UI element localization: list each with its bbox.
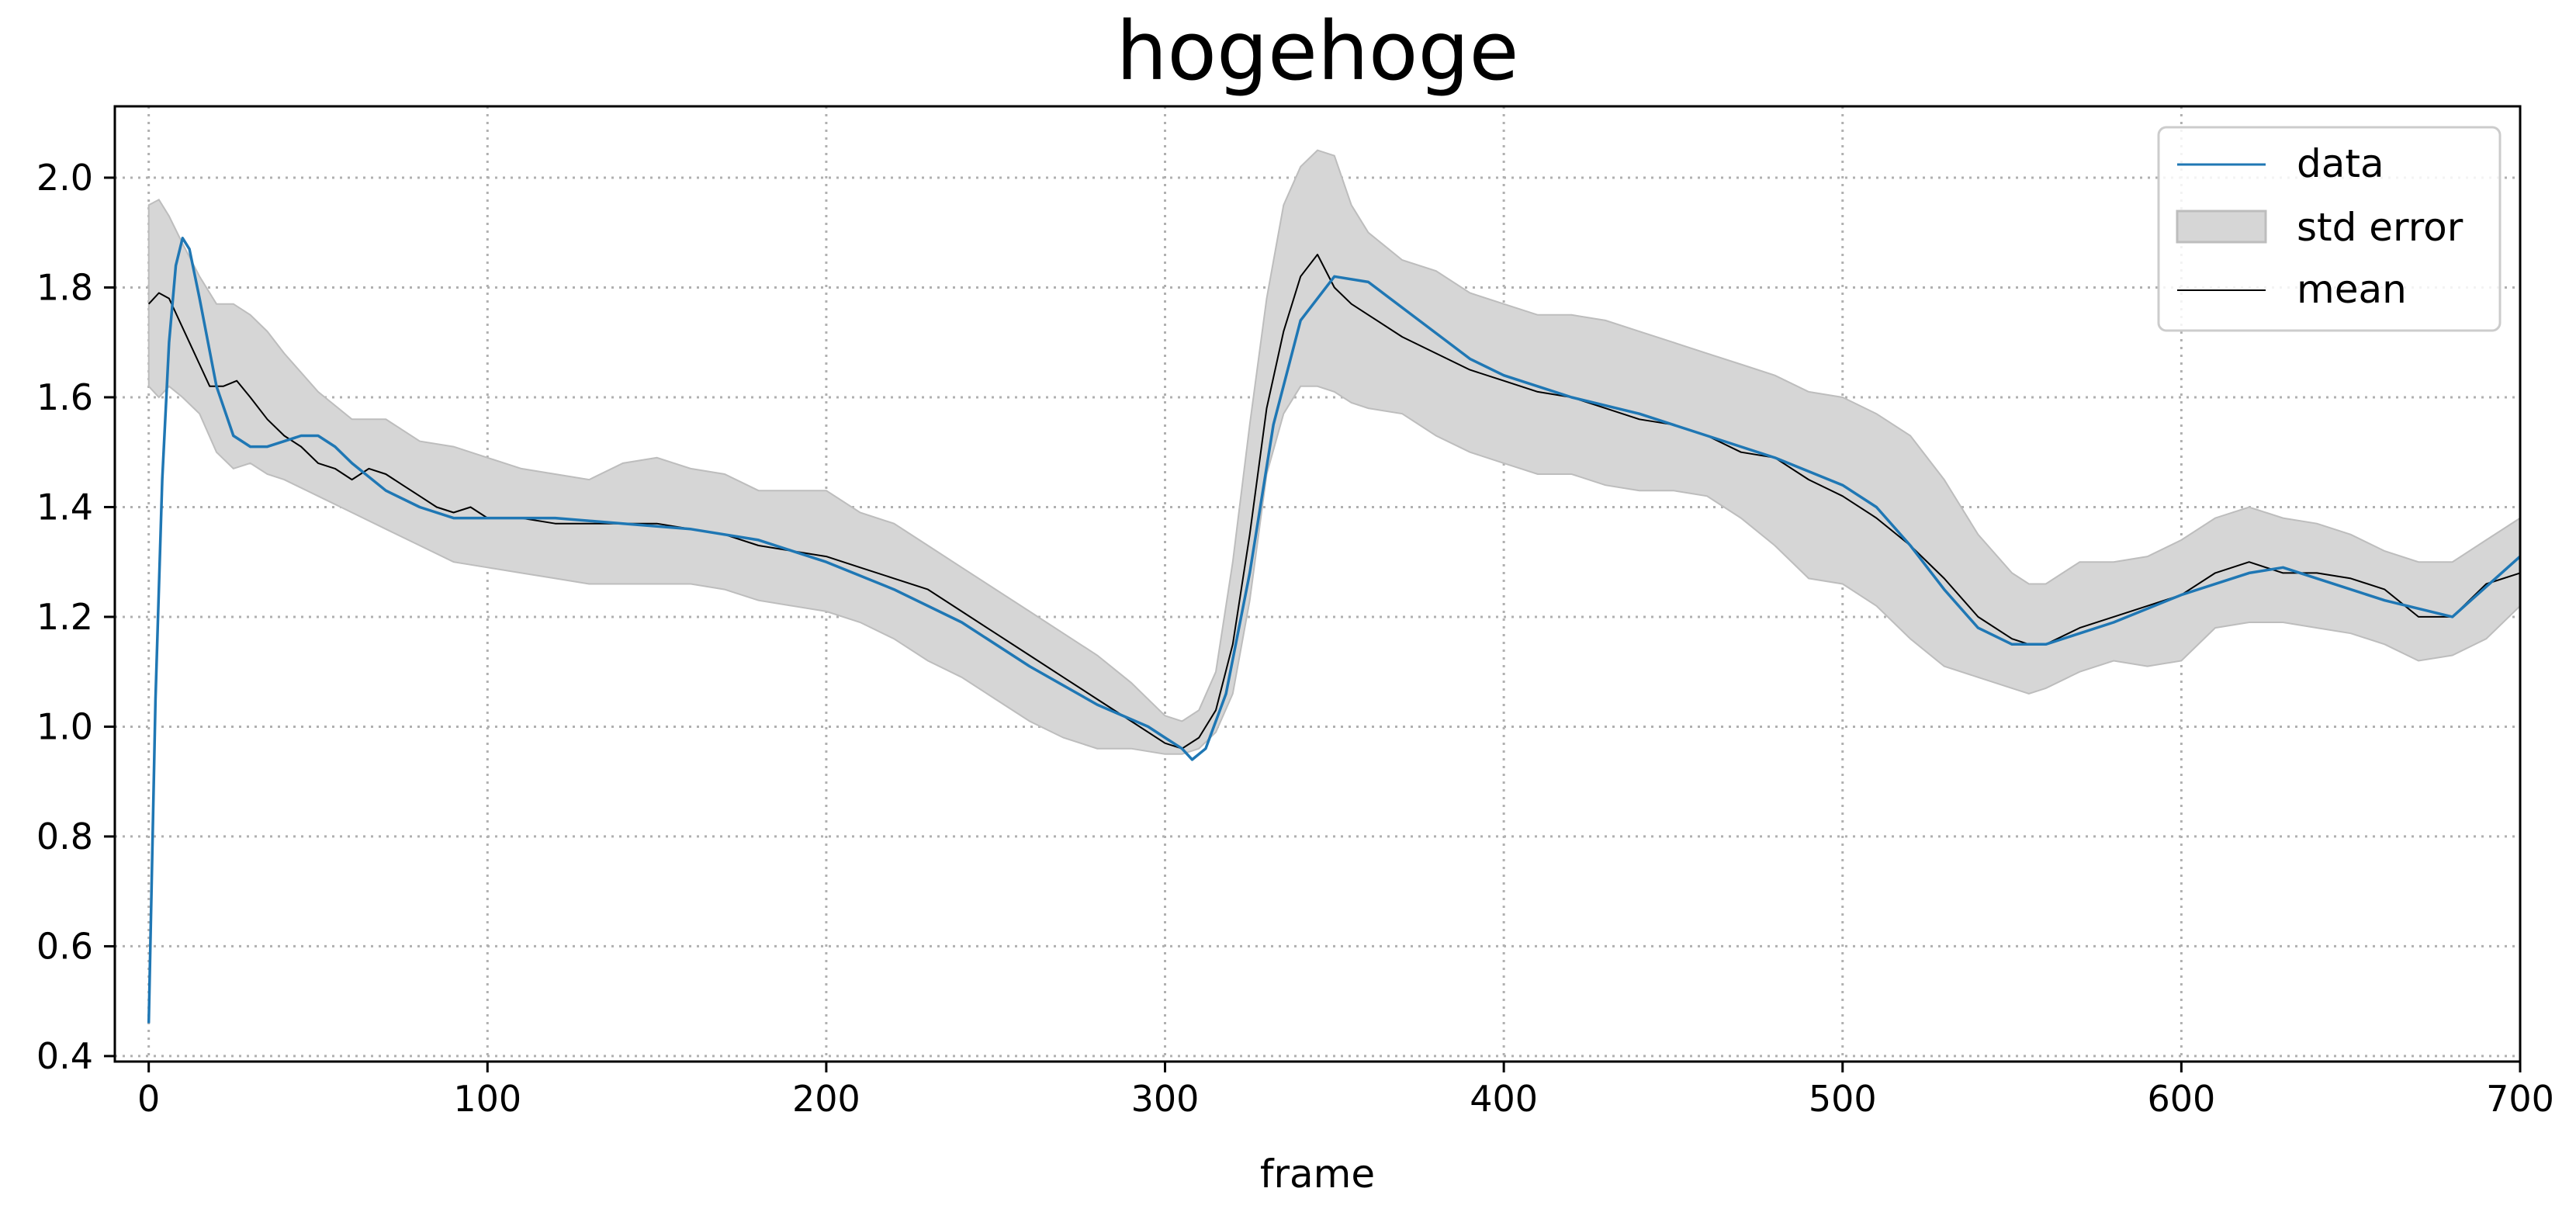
legend-label-data: data [2297, 141, 2384, 186]
x-tick-label: 700 [2486, 1078, 2554, 1120]
y-tick-label: 0.4 [36, 1035, 93, 1077]
chart-title: hogehoge [1116, 4, 1518, 99]
y-tick-label: 0.8 [36, 816, 93, 857]
x-tick-label: 300 [1131, 1078, 1200, 1120]
legend-box [2157, 126, 2502, 332]
x-tick-label: 0 [137, 1078, 160, 1120]
x-tick-label: 100 [453, 1078, 521, 1120]
y-tick-label: 2.0 [36, 157, 93, 199]
plot-frame [113, 105, 2522, 1063]
x-tick-label: 600 [2147, 1078, 2215, 1120]
y-tick-label: 1.4 [36, 486, 93, 528]
x-tick-label: 200 [792, 1078, 860, 1120]
x-tick-label: 500 [1809, 1078, 1877, 1120]
legend-swatch-std-error [2176, 210, 2267, 244]
legend-label-mean: mean [2297, 267, 2407, 312]
y-tick-label: 1.6 [36, 376, 93, 418]
x-tick-label: 400 [1470, 1078, 1538, 1120]
y-tick-label: 1.8 [36, 266, 93, 308]
legend: data std error mean [2157, 126, 2502, 332]
legend-label-std-error: std error [2297, 205, 2463, 250]
x-axis-ticks: 0 100 200 300 400 500 600 700 [137, 1062, 2554, 1120]
x-axis-label: frame [1260, 1152, 1375, 1197]
y-axis-ticks: 0.4 0.6 0.8 1.0 1.2 1.4 1.6 1.8 2.0 [36, 157, 115, 1077]
y-tick-label: 0.6 [36, 925, 93, 967]
y-tick-label: 1.0 [36, 705, 93, 747]
y-tick-label: 1.2 [36, 596, 93, 638]
data-line [147, 237, 2522, 1024]
